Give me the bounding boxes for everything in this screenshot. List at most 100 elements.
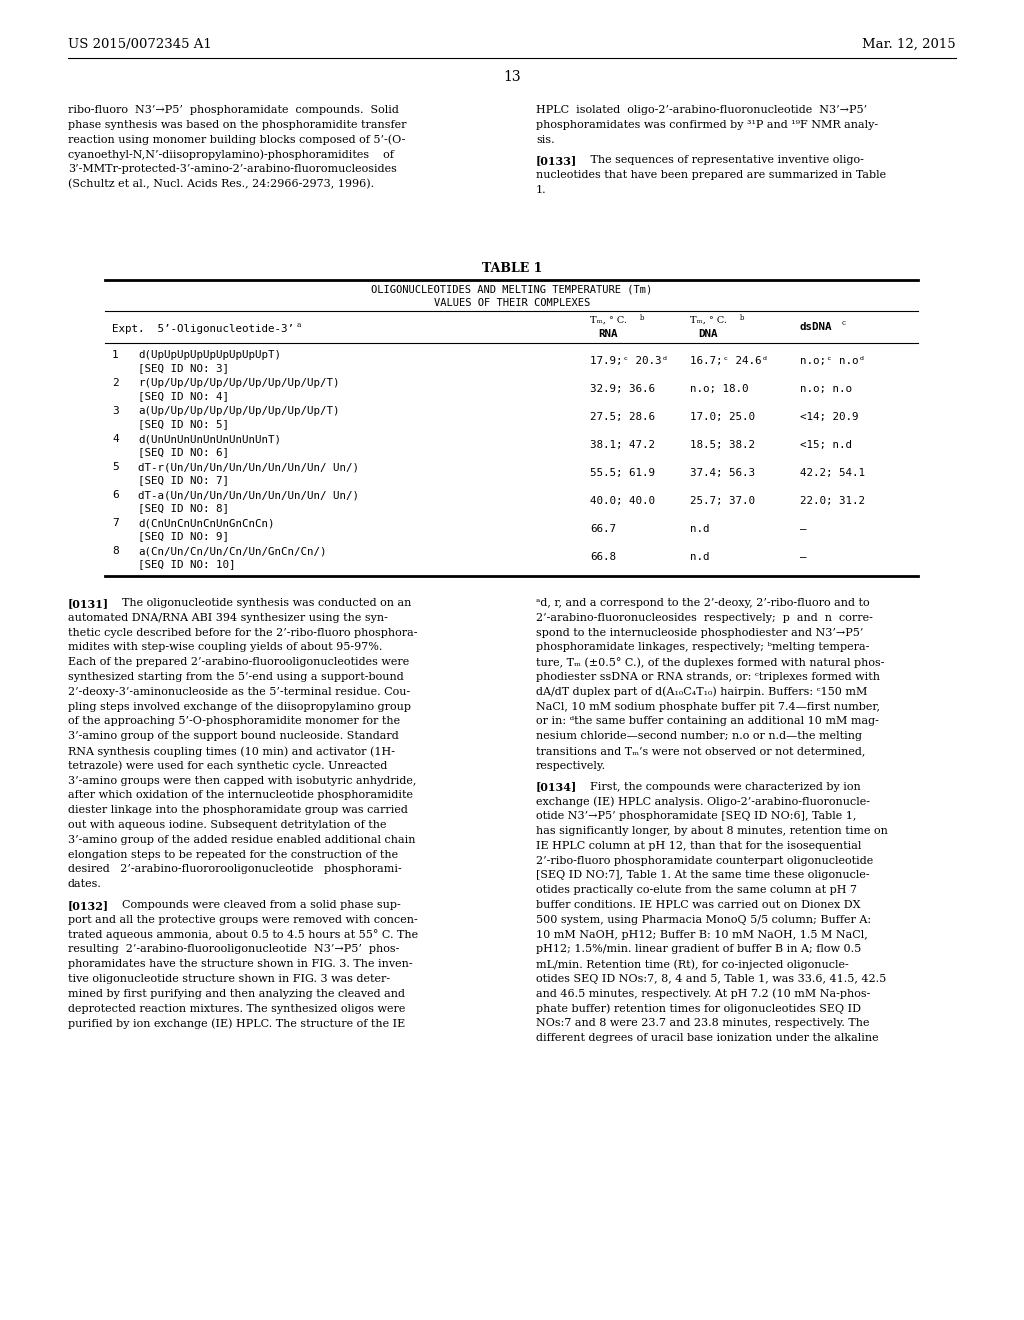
Text: dates.: dates. <box>68 879 101 890</box>
Text: phosphoramidate linkages, respectively; ᵇmelting tempera-: phosphoramidate linkages, respectively; … <box>536 643 869 652</box>
Text: phase synthesis was based on the phosphoramidite transfer: phase synthesis was based on the phospho… <box>68 120 407 129</box>
Text: NaCl, 10 mM sodium phosphate buffer pit 7.4—first number,: NaCl, 10 mM sodium phosphate buffer pit … <box>536 702 880 711</box>
Text: Expt.  5’-Oligonucleotide-3’: Expt. 5’-Oligonucleotide-3’ <box>112 323 294 334</box>
Text: mined by first purifying and then analyzing the cleaved and: mined by first purifying and then analyz… <box>68 989 406 999</box>
Text: 4: 4 <box>112 434 119 444</box>
Text: RNA: RNA <box>598 329 617 339</box>
Text: First, the compounds were characterized by ion: First, the compounds were characterized … <box>583 781 861 792</box>
Text: otides SEQ ID NOs:7, 8, 4 and 5, Table 1, was 33.6, 41.5, 42.5: otides SEQ ID NOs:7, 8, 4 and 5, Table 1… <box>536 974 886 983</box>
Text: 10 mM NaOH, pH12; Buffer B: 10 mM NaOH, 1.5 M NaCl,: 10 mM NaOH, pH12; Buffer B: 10 mM NaOH, … <box>536 929 867 940</box>
Text: synthesized starting from the 5’-end using a support-bound: synthesized starting from the 5’-end usi… <box>68 672 403 682</box>
Text: [0132]: [0132] <box>68 900 110 911</box>
Text: n.o; 18.0: n.o; 18.0 <box>690 384 749 393</box>
Text: The oligonucleotide synthesis was conducted on an: The oligonucleotide synthesis was conduc… <box>115 598 412 609</box>
Text: exchange (IE) HPLC analysis. Oligo-2’-arabino-fluoronucle-: exchange (IE) HPLC analysis. Oligo-2’-ar… <box>536 796 870 807</box>
Text: Mar. 12, 2015: Mar. 12, 2015 <box>862 38 956 51</box>
Text: IE HPLC column at pH 12, than that for the isosequential: IE HPLC column at pH 12, than that for t… <box>536 841 861 850</box>
Text: OLIGONUCLEOTIDES AND MELTING TEMPERATURE (Tm): OLIGONUCLEOTIDES AND MELTING TEMPERATURE… <box>372 285 652 294</box>
Text: nesium chloride—second number; n.o or n.d—the melting: nesium chloride—second number; n.o or n.… <box>536 731 862 742</box>
Text: 2’-ribo-fluoro phosphoramidate counterpart oligonucleotide: 2’-ribo-fluoro phosphoramidate counterpa… <box>536 855 873 866</box>
Text: and 46.5 minutes, respectively. At pH 7.2 (10 mM Na-phos-: and 46.5 minutes, respectively. At pH 7.… <box>536 989 870 999</box>
Text: desired   2’-arabino-fluororooligonucleotide   phosphorami-: desired 2’-arabino-fluororooligonucleoti… <box>68 865 401 874</box>
Text: (Schultz et al., Nucl. Acids Res., 24:2966-2973, 1996).: (Schultz et al., Nucl. Acids Res., 24:29… <box>68 180 374 189</box>
Text: 1.: 1. <box>536 185 547 195</box>
Text: purified by ion exchange (IE) HPLC. The structure of the IE: purified by ion exchange (IE) HPLC. The … <box>68 1018 406 1028</box>
Text: tive oligonucleotide structure shown in FIG. 3 was deter-: tive oligonucleotide structure shown in … <box>68 974 390 983</box>
Text: d(CnUnCnUnCnUnGnCnCn): d(CnUnCnUnCnUnGnCnCn) <box>138 517 274 528</box>
Text: DNA: DNA <box>698 329 718 339</box>
Text: dA/dT duplex part of d(A₁₀C₄T₁₀) hairpin. Buffers: ᶜ150 mM: dA/dT duplex part of d(A₁₀C₄T₁₀) hairpin… <box>536 686 867 697</box>
Text: d(UpUpUpUpUpUpUpUpUpT): d(UpUpUpUpUpUpUpUpUpT) <box>138 350 281 360</box>
Text: VALUES OF THEIR COMPLEXES: VALUES OF THEIR COMPLEXES <box>434 298 590 308</box>
Text: 5: 5 <box>112 462 119 473</box>
Text: 3: 3 <box>112 407 119 416</box>
Text: mL/min. Retention time (Rt), for co-injected oligonucle-: mL/min. Retention time (Rt), for co-inje… <box>536 960 849 970</box>
Text: 42.2; 54.1: 42.2; 54.1 <box>800 469 865 478</box>
Text: Tₘ, ° C.: Tₘ, ° C. <box>690 315 727 325</box>
Text: [SEQ ID NO: 7]: [SEQ ID NO: 7] <box>138 475 229 484</box>
Text: out with aqueous iodine. Subsequent detritylation of the: out with aqueous iodine. Subsequent detr… <box>68 820 386 830</box>
Text: 17.0; 25.0: 17.0; 25.0 <box>690 412 755 422</box>
Text: ribo-fluoro  N3’→P5’  phosphoramidate  compounds.  Solid: ribo-fluoro N3’→P5’ phosphoramidate comp… <box>68 106 399 115</box>
Text: phoramidates have the structure shown in FIG. 3. The inven-: phoramidates have the structure shown in… <box>68 960 413 969</box>
Text: r(Up/Up/Up/Up/Up/Up/Up/Up/Up/T): r(Up/Up/Up/Up/Up/Up/Up/Up/Up/T) <box>138 378 340 388</box>
Text: resulting  2’-arabino-fluorooligonucleotide  N3’→P5’  phos-: resulting 2’-arabino-fluorooligonucleoti… <box>68 944 399 954</box>
Text: n.o;ᶜ n.oᵈ: n.o;ᶜ n.oᵈ <box>800 356 865 366</box>
Text: [SEQ ID NO: 4]: [SEQ ID NO: 4] <box>138 391 229 401</box>
Text: 3’-MMTr-protected-3’-amino-2’-arabino-fluoromucleosides: 3’-MMTr-protected-3’-amino-2’-arabino-fl… <box>68 164 397 174</box>
Text: tetrazole) were used for each synthetic cycle. Unreacted: tetrazole) were used for each synthetic … <box>68 760 387 771</box>
Text: 3’-amino groups were then capped with isobutyric anhydride,: 3’-amino groups were then capped with is… <box>68 776 417 785</box>
Text: transitions and Tₘ’s were not observed or not determined,: transitions and Tₘ’s were not observed o… <box>536 746 865 756</box>
Text: [0131]: [0131] <box>68 598 110 609</box>
Text: spond to the internucleoside phosphodiester and N3’→P5’: spond to the internucleoside phosphodies… <box>536 627 863 638</box>
Text: midites with step-wise coupling yields of about 95-97%.: midites with step-wise coupling yields o… <box>68 643 382 652</box>
Text: 27.5; 28.6: 27.5; 28.6 <box>590 412 655 422</box>
Text: RNA synthesis coupling times (10 min) and activator (1H-: RNA synthesis coupling times (10 min) an… <box>68 746 395 756</box>
Text: d(UnUnUnUnUnUnUnUnUnT): d(UnUnUnUnUnUnUnUnUnT) <box>138 434 281 444</box>
Text: —: — <box>800 524 807 535</box>
Text: automated DNA/RNA ABI 394 synthesizer using the syn-: automated DNA/RNA ABI 394 synthesizer us… <box>68 612 388 623</box>
Text: 3’-amino group of the added residue enabled additional chain: 3’-amino group of the added residue enab… <box>68 834 416 845</box>
Text: [SEQ ID NO: 6]: [SEQ ID NO: 6] <box>138 447 229 457</box>
Text: dsDNA: dsDNA <box>800 322 833 333</box>
Text: 3’-amino group of the support bound nucleoside. Standard: 3’-amino group of the support bound nucl… <box>68 731 398 742</box>
Text: 8: 8 <box>112 546 119 556</box>
Text: 25.7; 37.0: 25.7; 37.0 <box>690 496 755 506</box>
Text: ture, Tₘ (±0.5° C.), of the duplexes formed with natural phos-: ture, Tₘ (±0.5° C.), of the duplexes for… <box>536 657 885 668</box>
Text: of the approaching 5’-O-phosphoramidite monomer for the: of the approaching 5’-O-phosphoramidite … <box>68 717 400 726</box>
Text: US 2015/0072345 A1: US 2015/0072345 A1 <box>68 38 212 51</box>
Text: a: a <box>297 321 301 329</box>
Text: [SEQ ID NO: 9]: [SEQ ID NO: 9] <box>138 531 229 541</box>
Text: <14; 20.9: <14; 20.9 <box>800 412 858 422</box>
Text: [0133]: [0133] <box>536 156 578 166</box>
Text: a(Cn/Un/Cn/Un/Cn/Un/GnCn/Cn/): a(Cn/Un/Cn/Un/Cn/Un/GnCn/Cn/) <box>138 546 327 556</box>
Text: —: — <box>800 552 807 562</box>
Text: dT-a(Un/Un/Un/Un/Un/Un/Un/Un/ Un/): dT-a(Un/Un/Un/Un/Un/Un/Un/Un/ Un/) <box>138 490 359 500</box>
Text: 37.4; 56.3: 37.4; 56.3 <box>690 469 755 478</box>
Text: [0134]: [0134] <box>536 781 578 792</box>
Text: 22.0; 31.2: 22.0; 31.2 <box>800 496 865 506</box>
Text: 6: 6 <box>112 490 119 500</box>
Text: [SEQ ID NO: 10]: [SEQ ID NO: 10] <box>138 558 236 569</box>
Text: c: c <box>842 319 846 327</box>
Text: b: b <box>640 314 644 322</box>
Text: respectively.: respectively. <box>536 760 606 771</box>
Text: n.o; n.o: n.o; n.o <box>800 384 852 393</box>
Text: n.d: n.d <box>690 524 710 535</box>
Text: 18.5; 38.2: 18.5; 38.2 <box>690 440 755 450</box>
Text: 66.8: 66.8 <box>590 552 616 562</box>
Text: 32.9; 36.6: 32.9; 36.6 <box>590 384 655 393</box>
Text: 16.7;ᶜ 24.6ᵈ: 16.7;ᶜ 24.6ᵈ <box>690 356 768 366</box>
Text: phodiester ssDNA or RNA strands, or: ᶜtriplexes formed with: phodiester ssDNA or RNA strands, or: ᶜtr… <box>536 672 880 682</box>
Text: 1: 1 <box>112 350 119 360</box>
Text: deprotected reaction mixtures. The synthesized oligos were: deprotected reaction mixtures. The synth… <box>68 1003 406 1014</box>
Text: Each of the prepared 2’-arabino-fluorooligonucleotides were: Each of the prepared 2’-arabino-fluorool… <box>68 657 410 667</box>
Text: [SEQ ID NO: 8]: [SEQ ID NO: 8] <box>138 503 229 513</box>
Text: otides practically co-elute from the same column at pH 7: otides practically co-elute from the sam… <box>536 886 857 895</box>
Text: trated aqueous ammonia, about 0.5 to 4.5 hours at 55° C. The: trated aqueous ammonia, about 0.5 to 4.5… <box>68 929 418 940</box>
Text: Compounds were cleaved from a solid phase sup-: Compounds were cleaved from a solid phas… <box>115 900 400 909</box>
Text: TABLE 1: TABLE 1 <box>482 261 542 275</box>
Text: 2: 2 <box>112 378 119 388</box>
Text: cyanoethyl-N,N’-diisopropylamino)-phosphoramidites    of: cyanoethyl-N,N’-diisopropylamino)-phosph… <box>68 149 394 160</box>
Text: NOs:7 and 8 were 23.7 and 23.8 minutes, respectively. The: NOs:7 and 8 were 23.7 and 23.8 minutes, … <box>536 1018 869 1028</box>
